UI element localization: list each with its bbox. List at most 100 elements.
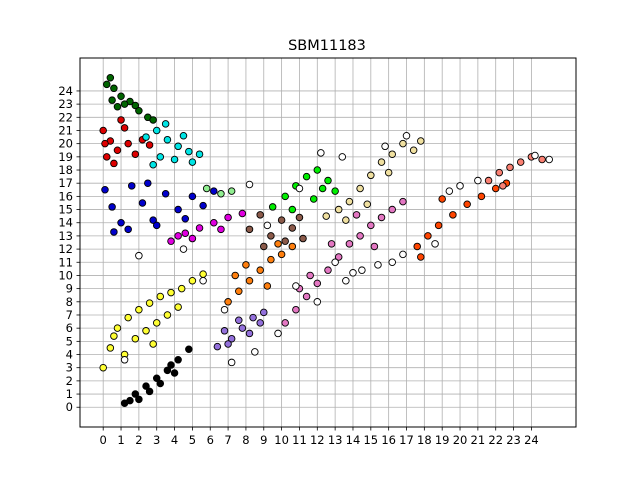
data-point xyxy=(292,282,300,290)
data-point xyxy=(181,215,190,223)
data-point xyxy=(295,213,304,222)
y-tick-label: 14 xyxy=(58,216,73,230)
data-point xyxy=(103,153,111,161)
data-point xyxy=(370,242,379,251)
y-tick-label: 3 xyxy=(66,361,73,375)
data-point xyxy=(220,305,229,314)
data-point xyxy=(302,292,311,301)
data-point xyxy=(288,205,297,214)
data-point xyxy=(149,116,157,124)
data-point xyxy=(367,171,375,180)
data-point xyxy=(213,342,222,351)
data-point xyxy=(334,253,343,261)
y-tick-label: 10 xyxy=(58,268,73,282)
data-point xyxy=(434,221,443,230)
data-point xyxy=(174,303,182,311)
y-tick-label: 22 xyxy=(58,110,73,124)
data-point xyxy=(249,313,257,322)
data-point xyxy=(463,200,471,209)
data-point xyxy=(142,382,150,390)
data-point xyxy=(388,150,396,158)
data-point xyxy=(356,232,364,240)
data-point xyxy=(124,225,132,234)
data-point xyxy=(188,158,197,166)
data-point xyxy=(174,205,182,214)
data-point xyxy=(135,395,143,404)
x-tick-label: 21 xyxy=(471,433,486,447)
plot-area-frame xyxy=(79,57,577,428)
y-tick-label: 2 xyxy=(66,374,73,388)
data-point xyxy=(334,205,343,214)
data-point xyxy=(331,258,339,267)
data-point xyxy=(227,334,236,343)
data-point xyxy=(110,84,118,93)
x-tick-label: 18 xyxy=(417,433,432,447)
data-point xyxy=(131,334,140,343)
data-point xyxy=(277,250,286,259)
y-tick-label: 13 xyxy=(58,229,73,243)
data-point xyxy=(277,216,286,224)
point-cluster-12 xyxy=(245,211,307,251)
data-point xyxy=(156,153,165,161)
data-point xyxy=(145,141,154,149)
data-point xyxy=(374,261,382,269)
x-tick-label: 8 xyxy=(242,433,249,447)
y-tick-label: 16 xyxy=(58,189,73,203)
data-point xyxy=(306,271,314,280)
data-point xyxy=(331,187,339,195)
x-tick-label: 24 xyxy=(524,433,539,447)
data-point xyxy=(156,379,165,388)
data-point xyxy=(352,211,361,219)
data-point xyxy=(313,279,322,288)
x-tick-label: 10 xyxy=(274,433,289,447)
x-tick-label: 20 xyxy=(453,433,468,447)
data-point xyxy=(288,224,297,232)
data-point xyxy=(358,266,366,274)
data-point xyxy=(101,139,109,148)
data-point xyxy=(242,261,250,269)
data-point xyxy=(127,182,136,190)
data-point xyxy=(235,287,243,296)
y-tick-label: 15 xyxy=(58,203,73,217)
x-tick-label: 7 xyxy=(224,433,231,447)
data-point xyxy=(179,245,188,253)
data-point xyxy=(199,270,207,278)
data-point xyxy=(318,184,327,193)
data-point xyxy=(152,221,161,230)
data-point xyxy=(274,240,282,248)
y-tick-label: 19 xyxy=(58,150,73,164)
data-point xyxy=(449,211,457,219)
data-point xyxy=(185,345,193,353)
data-point xyxy=(238,209,247,218)
y-tick-label: 8 xyxy=(66,295,73,309)
data-point xyxy=(322,212,330,220)
data-point xyxy=(199,201,207,210)
data-point xyxy=(256,211,264,219)
data-point xyxy=(170,155,179,164)
data-point xyxy=(167,237,175,245)
data-point xyxy=(431,240,439,248)
data-point xyxy=(110,332,118,340)
data-point xyxy=(417,253,425,261)
data-point xyxy=(124,139,132,148)
data-point xyxy=(267,232,275,240)
data-point xyxy=(399,197,407,206)
data-point xyxy=(456,182,464,190)
data-point xyxy=(338,153,347,161)
data-point xyxy=(161,120,170,128)
data-point xyxy=(108,203,116,211)
data-point xyxy=(274,329,282,338)
data-point xyxy=(152,319,161,327)
data-point xyxy=(108,96,116,104)
data-point xyxy=(381,142,389,151)
data-point xyxy=(399,139,407,148)
data-point xyxy=(188,276,197,285)
data-point xyxy=(195,224,204,232)
x-tick-label: 5 xyxy=(189,433,196,447)
data-point xyxy=(145,387,154,396)
data-point xyxy=(345,240,354,248)
data-point xyxy=(131,101,140,110)
point-cluster-16 xyxy=(120,132,553,367)
data-point xyxy=(195,150,204,158)
